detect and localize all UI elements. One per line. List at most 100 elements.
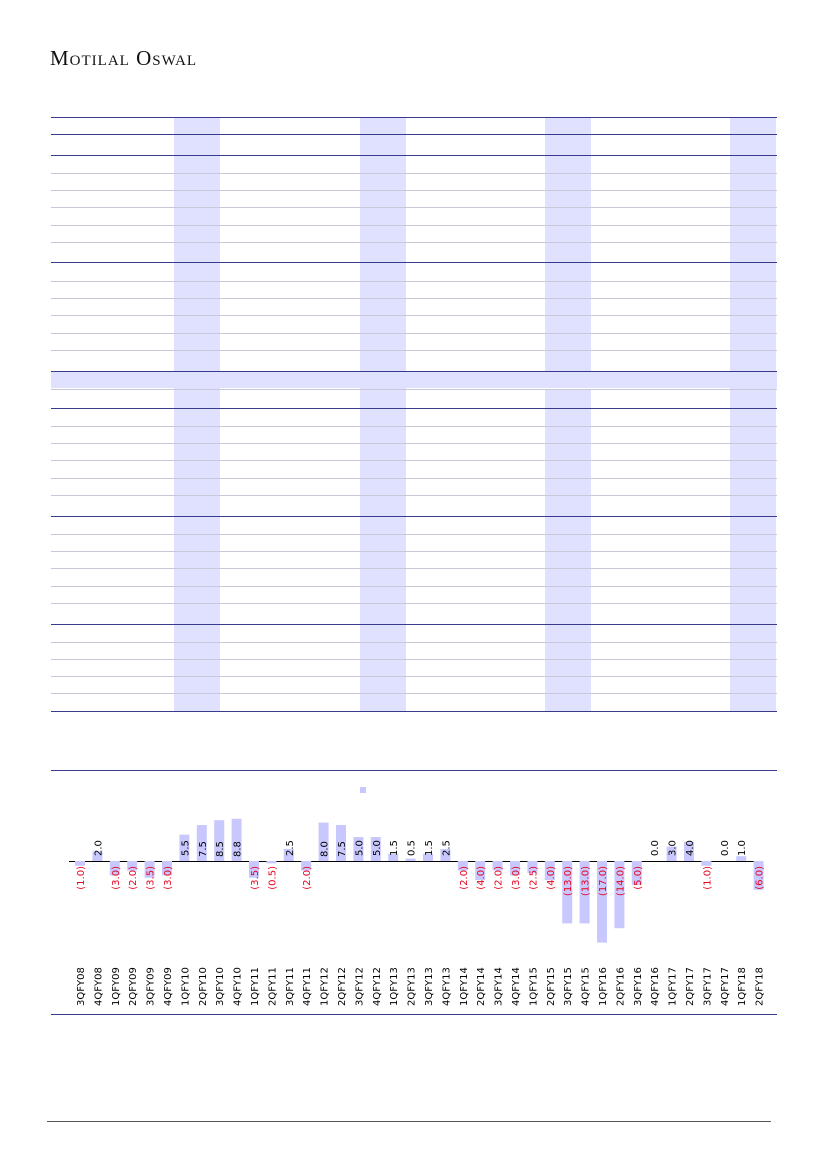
- category-label: 4QFY13: [441, 967, 452, 1006]
- category-label: 1QFY13: [389, 967, 400, 1006]
- quarterly-bar-chart: (1.0) 3QFY08 2.0 4QFY08 (3.0) 1QFY09 (2.0) 2QFY…: [51, 770, 777, 1015]
- bar: [92, 851, 103, 861]
- row-divider: [51, 642, 777, 643]
- bar-value-label: (3.5): [146, 866, 157, 890]
- row-divider: [51, 586, 777, 587]
- bar-value-label: 2.5: [285, 840, 296, 856]
- bar: [283, 849, 294, 861]
- bar-value-label: (2.0): [494, 866, 505, 890]
- bar-value-label: (17.0): [598, 866, 609, 896]
- bar: [318, 822, 329, 861]
- bar-value-label: 2.5: [441, 840, 452, 856]
- bar-value-label: 0.0: [720, 840, 731, 856]
- category-label: 1QFY11: [250, 967, 261, 1006]
- row-divider: [51, 568, 777, 569]
- bar: [388, 853, 399, 861]
- bar: [562, 861, 573, 924]
- row-divider: [51, 242, 777, 243]
- bar-value-label: (2.0): [459, 866, 470, 890]
- highlight-column: [730, 117, 776, 711]
- bar: [736, 856, 747, 861]
- bar-value-label: 5.0: [354, 840, 365, 856]
- bar: [597, 861, 607, 943]
- bar: [75, 861, 85, 866]
- category-label: 2QFY15: [546, 967, 557, 1006]
- category-label: 3QFY08: [76, 967, 87, 1006]
- category-label: 1QFY15: [528, 967, 539, 1006]
- bar: [440, 849, 451, 861]
- table-rule: [51, 624, 777, 625]
- table-rule: [51, 711, 777, 712]
- bar-value-label: (2.5): [528, 866, 539, 890]
- bar: [614, 861, 625, 929]
- table-rule: [51, 117, 777, 118]
- bar-value-label: 8.0: [320, 841, 331, 857]
- category-label: 4QFY11: [302, 967, 313, 1006]
- bar: [162, 861, 172, 876]
- bar-value-label: 0.5: [407, 840, 418, 856]
- bar-value-label: (3.5): [250, 866, 261, 890]
- bar-value-label: 4.0: [685, 840, 696, 856]
- row-divider: [51, 207, 777, 208]
- row-divider: [51, 443, 777, 444]
- bar: [666, 846, 677, 861]
- category-label: 4QFY15: [581, 967, 592, 1006]
- bar-value-label: (3.0): [163, 866, 174, 890]
- row-divider: [51, 225, 777, 226]
- legend-swatch: [360, 787, 366, 793]
- row-divider: [51, 333, 777, 334]
- bar: [196, 825, 207, 861]
- bar: [405, 858, 416, 861]
- row-divider: [51, 534, 777, 535]
- row-divider: [51, 389, 777, 390]
- bar-value-label: (5.0): [633, 866, 644, 890]
- row-divider: [51, 460, 777, 461]
- table-rule: [51, 516, 777, 517]
- row-divider: [51, 603, 777, 604]
- bar: [249, 861, 259, 878]
- chart-canvas: (1.0) 3QFY08 2.0 4QFY08 (3.0) 1QFY09 (2.0) 2QFY…: [51, 770, 777, 1015]
- category-label: 4QFY09: [163, 967, 174, 1006]
- bar-value-label: 2.0: [93, 840, 104, 856]
- bar-value-label: (2.0): [302, 866, 313, 890]
- bar-value-label: 8.8: [233, 841, 244, 857]
- bar: [109, 861, 120, 876]
- row-divider: [51, 190, 777, 191]
- bar-value-label: (13.0): [581, 866, 592, 896]
- bar-value-label: 7.5: [337, 841, 348, 857]
- category-label: 3QFY12: [354, 967, 365, 1006]
- highlight-column: [174, 117, 220, 711]
- bar-value-label: (6.0): [755, 866, 766, 890]
- bar: [631, 861, 642, 885]
- category-label: 1QFY12: [320, 967, 331, 1006]
- bar: [231, 818, 242, 861]
- bar-value-label: 5.5: [180, 840, 191, 856]
- row-divider: [51, 495, 777, 496]
- bar: [457, 861, 468, 871]
- brand-logo: Motilal Oswal: [50, 46, 198, 70]
- bar-value-label: 0.0: [650, 840, 661, 856]
- bar-value-label: (2.0): [128, 866, 139, 890]
- row-divider: [51, 298, 777, 299]
- bar: [266, 861, 277, 864]
- category-label: 3QFY09: [146, 967, 157, 1006]
- bar-value-label: 1.5: [424, 840, 435, 856]
- row-divider: [51, 426, 777, 427]
- bar-value-label: 8.5: [215, 841, 226, 857]
- bar-value-label: (4.0): [546, 866, 557, 890]
- category-label: 1QFY14: [459, 967, 470, 1006]
- category-label: 3QFY15: [563, 967, 574, 1006]
- category-label: 2QFY10: [198, 967, 209, 1006]
- category-label: 2QFY12: [337, 967, 348, 1006]
- bar: [144, 861, 155, 878]
- category-label: 1QFY10: [180, 967, 191, 1006]
- bar: [127, 861, 138, 871]
- category-label: 4QFY08: [93, 967, 104, 1006]
- bar-value-label: (14.0): [615, 866, 626, 896]
- category-label: 2QFY11: [267, 967, 278, 1006]
- bar-value-label: (1.0): [76, 866, 87, 890]
- category-label: 2QFY17: [685, 967, 696, 1006]
- row-divider: [51, 281, 777, 282]
- category-label: 1QFY17: [668, 967, 679, 1006]
- category-label: 4QFY14: [511, 967, 522, 1006]
